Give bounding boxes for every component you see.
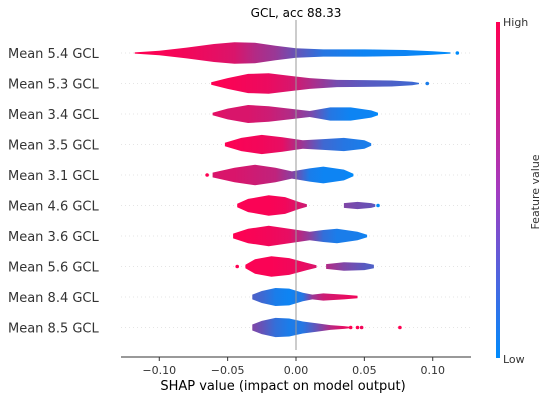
feature-label: Mean 3.5 GCL <box>8 139 100 154</box>
violin-shape <box>343 201 376 210</box>
x-tick-label: 0.10 <box>420 364 445 377</box>
feature-row: Mean 5.6 GCL <box>8 256 471 277</box>
x-axis-label: SHAP value (impact on model output) <box>160 379 405 394</box>
violin-shape <box>252 288 358 306</box>
feature-label: Mean 3.4 GCL <box>8 108 100 123</box>
colorbar-high-label: High <box>503 16 528 29</box>
feature-label: Mean 3.1 GCL <box>8 169 100 184</box>
violin-shape <box>212 105 378 123</box>
x-tick-label: 0.00 <box>284 364 309 377</box>
feature-label: Mean 5.4 GCL <box>8 47 100 62</box>
violin-shape <box>326 262 374 271</box>
outlier-dot <box>205 173 209 177</box>
feature-label: Mean 5.3 GCL <box>8 78 100 93</box>
feature-label: Mean 8.5 GCL <box>8 322 100 337</box>
outlier-dot <box>348 325 353 330</box>
violin-shape <box>245 256 317 277</box>
violin-shape <box>211 73 419 94</box>
feature-row: Mean 4.6 GCL <box>8 195 471 216</box>
chart-title: GCL, acc 88.33 <box>251 6 342 20</box>
outlier-dot <box>455 51 460 55</box>
violin-shape <box>233 225 368 247</box>
feature-row: Mean 5.3 GCL <box>8 73 471 94</box>
feature-row: Mean 3.6 GCL <box>8 225 471 247</box>
feature-row: Mean 3.1 GCL <box>8 164 471 186</box>
x-axis-ticks: −0.10 −0.05 0.00 0.05 0.10 <box>142 357 445 377</box>
outlier-dot <box>376 203 380 208</box>
violin-shape <box>237 195 307 216</box>
feature-row: Mean 8.5 GCL <box>8 317 471 338</box>
colorbar-title: Feature value <box>529 154 542 229</box>
outlier-dot <box>235 264 240 269</box>
violin-rows: Mean 5.4 GCL Mean 5.3 GCL Mean 3.4 GCL Mean… <box>8 42 471 338</box>
outlier-dot <box>398 325 402 330</box>
colorbar <box>496 22 500 358</box>
outlier-dot <box>355 325 360 330</box>
x-tick-label: −0.10 <box>142 364 176 377</box>
feature-label: Mean 8.4 GCL <box>8 291 100 306</box>
feature-row: Mean 8.4 GCL <box>8 288 471 306</box>
outlier-dot <box>359 325 364 330</box>
feature-row: Mean 5.4 GCL <box>8 42 471 64</box>
colorbar-low-label: Low <box>503 353 525 366</box>
violin-shape <box>212 164 354 186</box>
violin-shape <box>252 317 351 338</box>
outlier-dot <box>425 81 430 86</box>
feature-label: Mean 3.6 GCL <box>8 230 100 245</box>
feature-row: Mean 3.5 GCL <box>8 134 471 155</box>
violin-shape <box>134 42 451 64</box>
x-tick-label: −0.05 <box>211 364 245 377</box>
feature-label: Mean 4.6 GCL <box>8 200 100 215</box>
violin-shape <box>224 134 372 155</box>
x-tick-label: 0.05 <box>352 364 377 377</box>
feature-row: Mean 3.4 GCL <box>8 105 471 123</box>
feature-label: Mean 5.6 GCL <box>8 261 100 276</box>
